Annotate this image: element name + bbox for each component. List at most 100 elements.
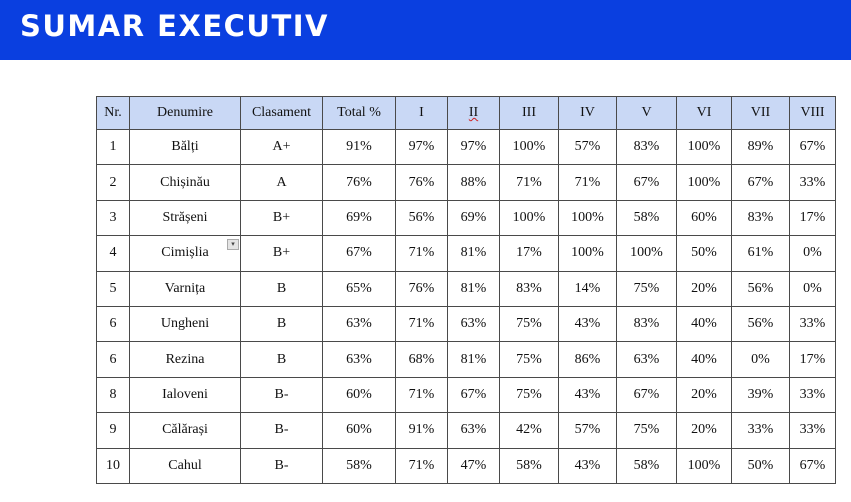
cell-clasament: B bbox=[240, 270, 323, 307]
cell-viii: 17% bbox=[789, 341, 836, 378]
cell-iv: 100% bbox=[558, 199, 617, 237]
cell-iii: 83% bbox=[499, 270, 559, 307]
cell-ii: 81% bbox=[447, 341, 500, 378]
cell-clasament: B bbox=[240, 341, 323, 378]
cell-viii: 33% bbox=[789, 376, 836, 414]
cell-iii: 100% bbox=[499, 128, 559, 166]
cell-v: 83% bbox=[616, 128, 677, 166]
page-title: SUMAR EXECUTIV bbox=[20, 9, 329, 43]
table-row: 10 Cahul B- 58% 71% 47% 58% 43% 58% 100% 50% 67% bbox=[96, 447, 836, 484]
cell-v: 67% bbox=[616, 164, 677, 201]
cell-vi: 100% bbox=[676, 447, 732, 484]
cell-viii: 0% bbox=[789, 270, 836, 307]
cell-iv: 14% bbox=[558, 270, 617, 307]
cell-viii: 17% bbox=[789, 199, 836, 237]
cell-v: 63% bbox=[616, 341, 677, 378]
table-row: 5 Varnița B 65% 76% 81% 83% 14% 75% 20% 56% 0% bbox=[96, 270, 836, 307]
cell-iv: 43% bbox=[558, 305, 617, 343]
cell-ii: 47% bbox=[447, 447, 500, 484]
cell-i: 97% bbox=[395, 128, 448, 166]
cell-vi: 50% bbox=[676, 235, 732, 272]
column-header-iv: IV bbox=[558, 96, 617, 130]
cell-denumire: Varnița bbox=[129, 270, 241, 307]
cell-iii: 75% bbox=[499, 341, 559, 378]
column-header-ii: II bbox=[447, 96, 500, 130]
cell-v: 67% bbox=[616, 376, 677, 414]
cell-total: 63% bbox=[322, 305, 396, 343]
cell-nr: 1 bbox=[96, 128, 130, 166]
cell-nr: 4 bbox=[96, 235, 130, 272]
cell-total: 63% bbox=[322, 341, 396, 378]
cell-vii: 56% bbox=[731, 305, 790, 343]
cell-total: 67% bbox=[322, 235, 396, 272]
column-header-vi: VI bbox=[676, 96, 732, 130]
cell-total: 91% bbox=[322, 128, 396, 166]
cell-vi: 100% bbox=[676, 128, 732, 166]
cell-total: 76% bbox=[322, 164, 396, 201]
cell-clasament: B+ bbox=[240, 235, 323, 272]
cell-iii: 17% bbox=[499, 235, 559, 272]
table-body: 1 Bălți A+ 91% 97% 97% 100% 57% 83% 100% 89% 67% 2 Ch… bbox=[96, 128, 836, 484]
cell-denumire: Ungheni bbox=[129, 305, 241, 343]
summary-table: Nr. Denumire Clasament Total % I II III … bbox=[96, 96, 836, 484]
cell-denumire-text: Cimișlia bbox=[161, 245, 209, 261]
cell-i: 56% bbox=[395, 199, 448, 237]
cell-ii: 88% bbox=[447, 164, 500, 201]
header-banner: SUMAR EXECUTIV bbox=[0, 0, 851, 60]
table-row: 2 Chișinău A 76% 76% 88% 71% 71% 67% 100% 67% 33% bbox=[96, 164, 836, 201]
cell-viii: 33% bbox=[789, 164, 836, 201]
cell-iv: 57% bbox=[558, 412, 617, 449]
cell-iv: 57% bbox=[558, 128, 617, 166]
cell-ii: 69% bbox=[447, 199, 500, 237]
cell-total: 60% bbox=[322, 376, 396, 414]
cell-viii: 33% bbox=[789, 412, 836, 449]
cell-vi: 20% bbox=[676, 376, 732, 414]
cell-clasament: B bbox=[240, 305, 323, 343]
cell-nr: 2 bbox=[96, 164, 130, 201]
cell-viii: 0% bbox=[789, 235, 836, 272]
column-header-clasament: Clasament bbox=[240, 96, 323, 130]
table-row: 9 Călărași B- 60% 91% 63% 42% 57% 75% 20% 33% 33% bbox=[96, 412, 836, 449]
cell-nr: 3 bbox=[96, 199, 130, 237]
table-row: 4 Cimișlia ▾ B+ 67% 71% 81% 17% 100% 100% 50% 61% 0% bbox=[96, 235, 836, 272]
dropdown-marker-icon[interactable]: ▾ bbox=[227, 239, 239, 251]
cell-clasament: B- bbox=[240, 447, 323, 484]
cell-nr: 8 bbox=[96, 376, 130, 414]
cell-nr: 9 bbox=[96, 412, 130, 449]
table-row: 6 Ungheni B 63% 71% 63% 75% 43% 83% 40% 56% 33% bbox=[96, 305, 836, 343]
cell-viii: 67% bbox=[789, 128, 836, 166]
cell-ii: 63% bbox=[447, 412, 500, 449]
cell-ii: 97% bbox=[447, 128, 500, 166]
cell-ii: 67% bbox=[447, 376, 500, 414]
cell-vi: 100% bbox=[676, 164, 732, 201]
cell-v: 100% bbox=[616, 235, 677, 272]
table-row: 3 Strășeni B+ 69% 56% 69% 100% 100% 58% 60% 83% 17% bbox=[96, 199, 836, 237]
cell-iii: 58% bbox=[499, 447, 559, 484]
cell-denumire: Cimișlia ▾ bbox=[129, 235, 241, 272]
cell-total: 60% bbox=[322, 412, 396, 449]
cell-v: 58% bbox=[616, 199, 677, 237]
cell-v: 75% bbox=[616, 412, 677, 449]
cell-iii: 71% bbox=[499, 164, 559, 201]
cell-total: 58% bbox=[322, 447, 396, 484]
column-header-denumire: Denumire bbox=[129, 96, 241, 130]
cell-vii: 89% bbox=[731, 128, 790, 166]
cell-vi: 20% bbox=[676, 270, 732, 307]
cell-total: 65% bbox=[322, 270, 396, 307]
column-header-vii: VII bbox=[731, 96, 790, 130]
cell-iii: 100% bbox=[499, 199, 559, 237]
cell-viii: 33% bbox=[789, 305, 836, 343]
cell-vii: 33% bbox=[731, 412, 790, 449]
column-header-total: Total % bbox=[322, 96, 396, 130]
cell-denumire: Ialoveni bbox=[129, 376, 241, 414]
cell-ii: 81% bbox=[447, 235, 500, 272]
cell-iv: 71% bbox=[558, 164, 617, 201]
cell-vi: 60% bbox=[676, 199, 732, 237]
table-row: 8 Ialoveni B- 60% 71% 67% 75% 43% 67% 20% 39% 33% bbox=[96, 376, 836, 414]
column-header-ii-label: II bbox=[468, 105, 479, 120]
cell-i: 71% bbox=[395, 376, 448, 414]
cell-iii: 42% bbox=[499, 412, 559, 449]
cell-clasament: A+ bbox=[240, 128, 323, 166]
cell-v: 83% bbox=[616, 305, 677, 343]
cell-nr: 6 bbox=[96, 305, 130, 343]
